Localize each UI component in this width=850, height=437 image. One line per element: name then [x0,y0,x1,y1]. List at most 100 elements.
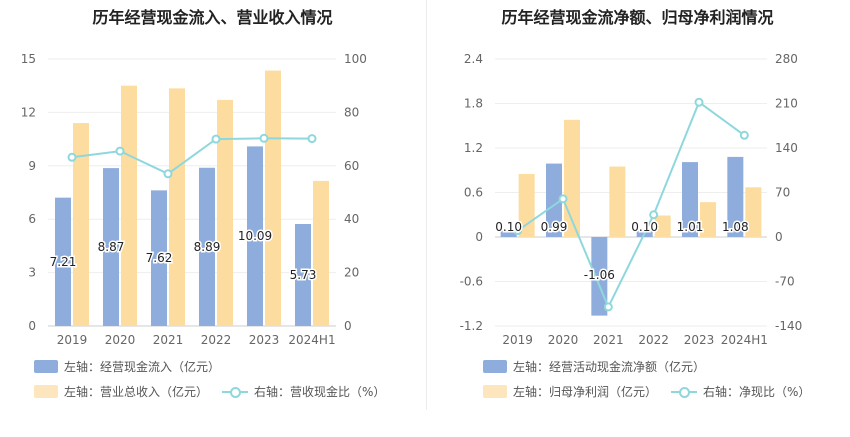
bar-orange-2020 [121,85,137,326]
left-axis-tick-label: 9 [28,159,36,173]
bar-blue-2022 [199,167,215,326]
x-axis-tick-label: 2019 [502,333,533,347]
left-chart-title: 历年经营现金流入、营业收入情况 [92,8,333,27]
legend-swatch-blue [483,360,507,373]
left-axis-tick-label: 0 [28,319,36,333]
x-axis-tick-label: 2021 [153,333,184,347]
x-axis-tick-label: 2024H1 [288,333,335,347]
bar-orange-2023 [265,70,281,326]
bar-orange-2019 [73,123,89,326]
left-axis-tick-label: 1.2 [464,141,483,155]
x-axis-tick-label: 2023 [684,333,715,347]
x-axis-tick-label: 2022 [638,333,669,347]
left-legend-item-revenue[interactable]: 左轴：营业总收入（亿元） [34,383,208,400]
bar-value-label-2019: 0.10 [495,220,522,234]
right-chart-svg: -1.2 -0.6 0 0.6 1.2 1.8 2.4 -140 -70 0 70 140 210 280… [460,52,803,347]
bar-orange-2021 [169,88,185,327]
legend-label: 右轴：营收现金比（%） [254,385,386,399]
ratio-point-2022 [211,134,221,144]
right-legend-item-profit[interactable]: 左轴：归母净利润（亿元） [483,383,657,400]
legend-label: 左轴：经营现金流入（亿元） [64,360,221,374]
bar-value-label-2023: 1.01 [677,220,704,234]
legend-swatch-blue [34,360,58,373]
ratio-point-2021 [163,169,173,179]
legend-line-icon [222,386,249,398]
bar-blue-2019 [500,229,517,237]
bar-blue-2019 [55,197,71,326]
left-axis-tick-label: 0 [475,230,483,244]
right-axis-tick-label: 140 [775,141,798,155]
bar-orange-2020 [564,119,580,237]
left-chart-svg: 0 3 6 9 12 15 0 20 40 60 80 100 2019 2020 2021 2022 2023… [21,52,367,347]
bar-value-label-2020: 0.99 [541,220,568,234]
legend-swatch-orange [34,385,58,398]
right-axis-tick-label: 40 [344,212,359,226]
ratio-point-2024H1 [307,134,317,144]
bar-orange-2021 [609,166,626,237]
right-axis-tick-label: 0 [775,230,783,244]
left-axis-tick-label: -0.6 [460,275,483,289]
ratio-point-2023 [259,133,269,143]
left-axis-tick-label: -1.2 [460,319,483,333]
legend-label: 右轴：净现比（%） [703,385,811,399]
bar-value-label-2024H1: 5.73 [290,268,317,282]
bar-orange-2024H1 [745,187,762,237]
left-axis-tick-label: 15 [21,52,36,66]
x-axis-tick-label: 2019 [57,333,88,347]
right-legend-row2: 左轴：归母净利润（亿元） 右轴：净现比（%） [483,383,824,400]
ratio-point-2019 [67,152,77,162]
legend-label: 左轴：营业总收入（亿元） [64,385,209,399]
right-axis-tick-label: 100 [344,52,367,66]
bar-value-label-2024H1: 1.08 [722,220,749,234]
right-axis-tick-label: -70 [775,275,795,289]
left-legend-item-ratio[interactable]: 右轴：营收现金比（%） [222,383,385,400]
right-legend-item-netflow[interactable]: 左轴：经营活动现金流净额（亿元） [483,358,705,375]
ratio-line [517,100,745,310]
ratio-line [71,137,313,175]
x-axis-tick-label: 2020 [548,333,579,347]
left-axis-tick-label: 12 [21,105,36,119]
left-axis-tick-label: 1.8 [464,97,483,111]
ratio-point-2023 [694,97,704,107]
ratio-point-2024H1 [739,130,749,140]
legend-swatch-orange [483,385,507,398]
bar-value-label-2022: 0.10 [631,220,658,234]
left-chart-panel: 历年经营现金流入、营业收入情况 0 3 6 9 12 15 0 20 40 60 80 100 2019… [21,8,399,400]
left-axis-tick-label: 2.4 [464,52,483,66]
left-axis-tick-label: 3 [28,266,36,280]
bar-blue-2023 [247,146,263,326]
ratio-point-2019 [513,226,523,236]
right-axis-tick-label: 280 [775,52,798,66]
bar-value-label-2021: 7.62 [146,251,173,265]
bar-value-label-2019: 7.21 [50,255,77,269]
bar-blue-2020 [103,168,119,326]
right-axis-tick-label: 80 [344,105,359,119]
bar-blue-2024H1 [727,156,744,237]
x-axis-tick-label: 2022 [201,333,232,347]
ratio-point-2022 [649,210,659,220]
right-legend-item-ratio[interactable]: 右轴：净现比（%） [671,383,810,400]
bar-blue-2021 [151,190,167,326]
x-axis-tick-label: 2021 [593,333,624,347]
ratio-point-2021 [603,302,613,312]
left-legend-row2: 左轴：营业总收入（亿元） 右轴：营收现金比（%） [34,383,399,400]
x-axis-tick-label: 2020 [105,333,136,347]
legend-line-icon [671,386,698,398]
x-axis-tick-label: 2023 [249,333,280,347]
x-axis-tick-label: 2024H1 [721,333,768,347]
bar-orange-2022 [654,215,671,237]
left-legend-item-inflow[interactable]: 左轴：经营现金流入（亿元） [34,358,220,375]
right-axis-tick-label: 60 [344,159,359,173]
bar-value-label-2022: 8.89 [194,240,221,254]
ratio-point-2020 [558,194,568,204]
left-legend-row1: 左轴：经营现金流入（亿元） [34,358,234,375]
legend-label: 左轴：归母净利润（亿元） [513,385,658,399]
legend-label: 左轴：经营活动现金流净额（亿元） [513,360,706,374]
ratio-point-2020 [115,146,125,156]
left-axis-tick-label: 6 [28,212,36,226]
right-legend-row1: 左轴：经营活动现金流净额（亿元） [483,358,719,375]
panel-divider [426,0,427,410]
right-chart-panel: 历年经营现金流净额、归母净利润情况 -1.2 -0.6 0 0.6 1.2 1.8 2.4-… [425,0,850,437]
bar-orange-2022 [217,99,233,326]
right-chart-title: 历年经营现金流净额、归母净利润情况 [501,8,774,27]
